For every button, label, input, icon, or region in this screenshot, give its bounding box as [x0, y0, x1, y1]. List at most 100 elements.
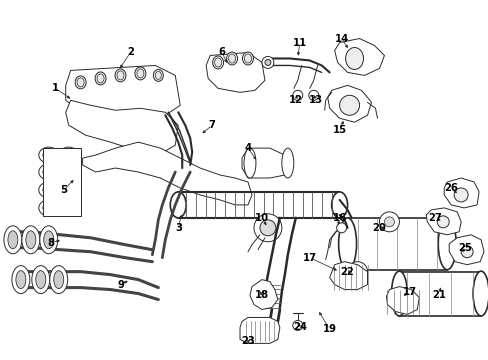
Circle shape: [352, 267, 362, 276]
Ellipse shape: [244, 148, 255, 178]
Ellipse shape: [281, 148, 293, 178]
Ellipse shape: [22, 226, 40, 254]
Polygon shape: [327, 85, 371, 122]
Polygon shape: [448, 235, 483, 265]
Ellipse shape: [95, 72, 106, 85]
Ellipse shape: [59, 200, 79, 216]
Circle shape: [336, 223, 346, 233]
Circle shape: [308, 90, 318, 100]
Text: 27: 27: [427, 213, 441, 223]
Ellipse shape: [40, 226, 58, 254]
Text: 9: 9: [117, 280, 123, 289]
Ellipse shape: [62, 203, 75, 212]
Ellipse shape: [62, 185, 75, 194]
Ellipse shape: [242, 52, 253, 65]
Circle shape: [339, 95, 359, 115]
Ellipse shape: [16, 271, 26, 289]
Polygon shape: [443, 178, 478, 208]
Ellipse shape: [345, 48, 363, 69]
Ellipse shape: [77, 78, 84, 87]
Circle shape: [253, 214, 281, 242]
Circle shape: [384, 217, 394, 227]
Ellipse shape: [135, 67, 145, 80]
Polygon shape: [65, 100, 178, 155]
Text: 22: 22: [340, 267, 354, 276]
Circle shape: [292, 90, 302, 100]
Text: 24: 24: [292, 323, 306, 332]
Polygon shape: [65, 66, 180, 120]
Ellipse shape: [50, 266, 67, 293]
Ellipse shape: [117, 71, 124, 80]
Ellipse shape: [42, 203, 55, 212]
Bar: [42, 148, 81, 216]
Ellipse shape: [137, 69, 143, 78]
Ellipse shape: [390, 271, 407, 316]
Text: 17: 17: [402, 287, 415, 297]
Ellipse shape: [170, 192, 186, 218]
Ellipse shape: [39, 182, 59, 198]
Text: 25: 25: [457, 243, 471, 253]
Polygon shape: [426, 208, 460, 235]
Ellipse shape: [115, 69, 126, 82]
Text: 13: 13: [308, 95, 322, 105]
Ellipse shape: [44, 231, 54, 249]
Bar: [347, 218, 447, 270]
Ellipse shape: [12, 266, 30, 293]
Text: 19: 19: [322, 324, 336, 334]
Ellipse shape: [26, 231, 36, 249]
Ellipse shape: [472, 271, 488, 316]
Text: 8: 8: [47, 238, 54, 248]
Ellipse shape: [437, 218, 455, 270]
Polygon shape: [240, 318, 279, 343]
Circle shape: [262, 57, 273, 68]
Text: 3: 3: [175, 223, 182, 233]
Text: 12: 12: [288, 95, 302, 105]
Text: 23: 23: [241, 336, 254, 346]
Ellipse shape: [32, 266, 50, 293]
Ellipse shape: [331, 192, 347, 218]
Text: 21: 21: [431, 289, 446, 300]
Text: 18: 18: [254, 289, 268, 300]
Ellipse shape: [39, 200, 59, 216]
Text: 17: 17: [302, 253, 316, 263]
Ellipse shape: [212, 56, 223, 69]
Ellipse shape: [42, 185, 55, 194]
Ellipse shape: [153, 69, 163, 81]
Ellipse shape: [4, 226, 22, 254]
Text: 6: 6: [218, 48, 225, 58]
Circle shape: [260, 220, 275, 236]
Ellipse shape: [97, 74, 104, 83]
Circle shape: [347, 262, 367, 282]
Text: 10: 10: [254, 213, 268, 223]
Ellipse shape: [39, 164, 59, 180]
Bar: [399, 272, 480, 316]
Ellipse shape: [62, 150, 75, 159]
Ellipse shape: [8, 231, 18, 249]
Ellipse shape: [39, 147, 59, 163]
Text: 4: 4: [244, 143, 251, 153]
Text: 20: 20: [372, 223, 386, 233]
Ellipse shape: [228, 54, 235, 63]
Ellipse shape: [244, 54, 251, 63]
Ellipse shape: [54, 271, 63, 289]
Ellipse shape: [214, 58, 221, 67]
Text: 15: 15: [332, 125, 346, 135]
Ellipse shape: [338, 218, 356, 270]
Text: 5: 5: [60, 185, 67, 195]
Circle shape: [292, 320, 302, 330]
Text: 2: 2: [127, 48, 134, 58]
Polygon shape: [82, 142, 251, 205]
Text: 16: 16: [332, 213, 346, 223]
Text: 26: 26: [444, 183, 457, 193]
Ellipse shape: [62, 167, 75, 176]
Text: 1: 1: [52, 84, 59, 93]
Polygon shape: [334, 39, 384, 75]
Polygon shape: [242, 148, 289, 178]
Ellipse shape: [75, 76, 86, 89]
Circle shape: [379, 212, 399, 232]
Ellipse shape: [59, 182, 79, 198]
Ellipse shape: [59, 164, 79, 180]
Ellipse shape: [36, 271, 46, 289]
Ellipse shape: [155, 71, 161, 80]
Polygon shape: [386, 287, 419, 315]
